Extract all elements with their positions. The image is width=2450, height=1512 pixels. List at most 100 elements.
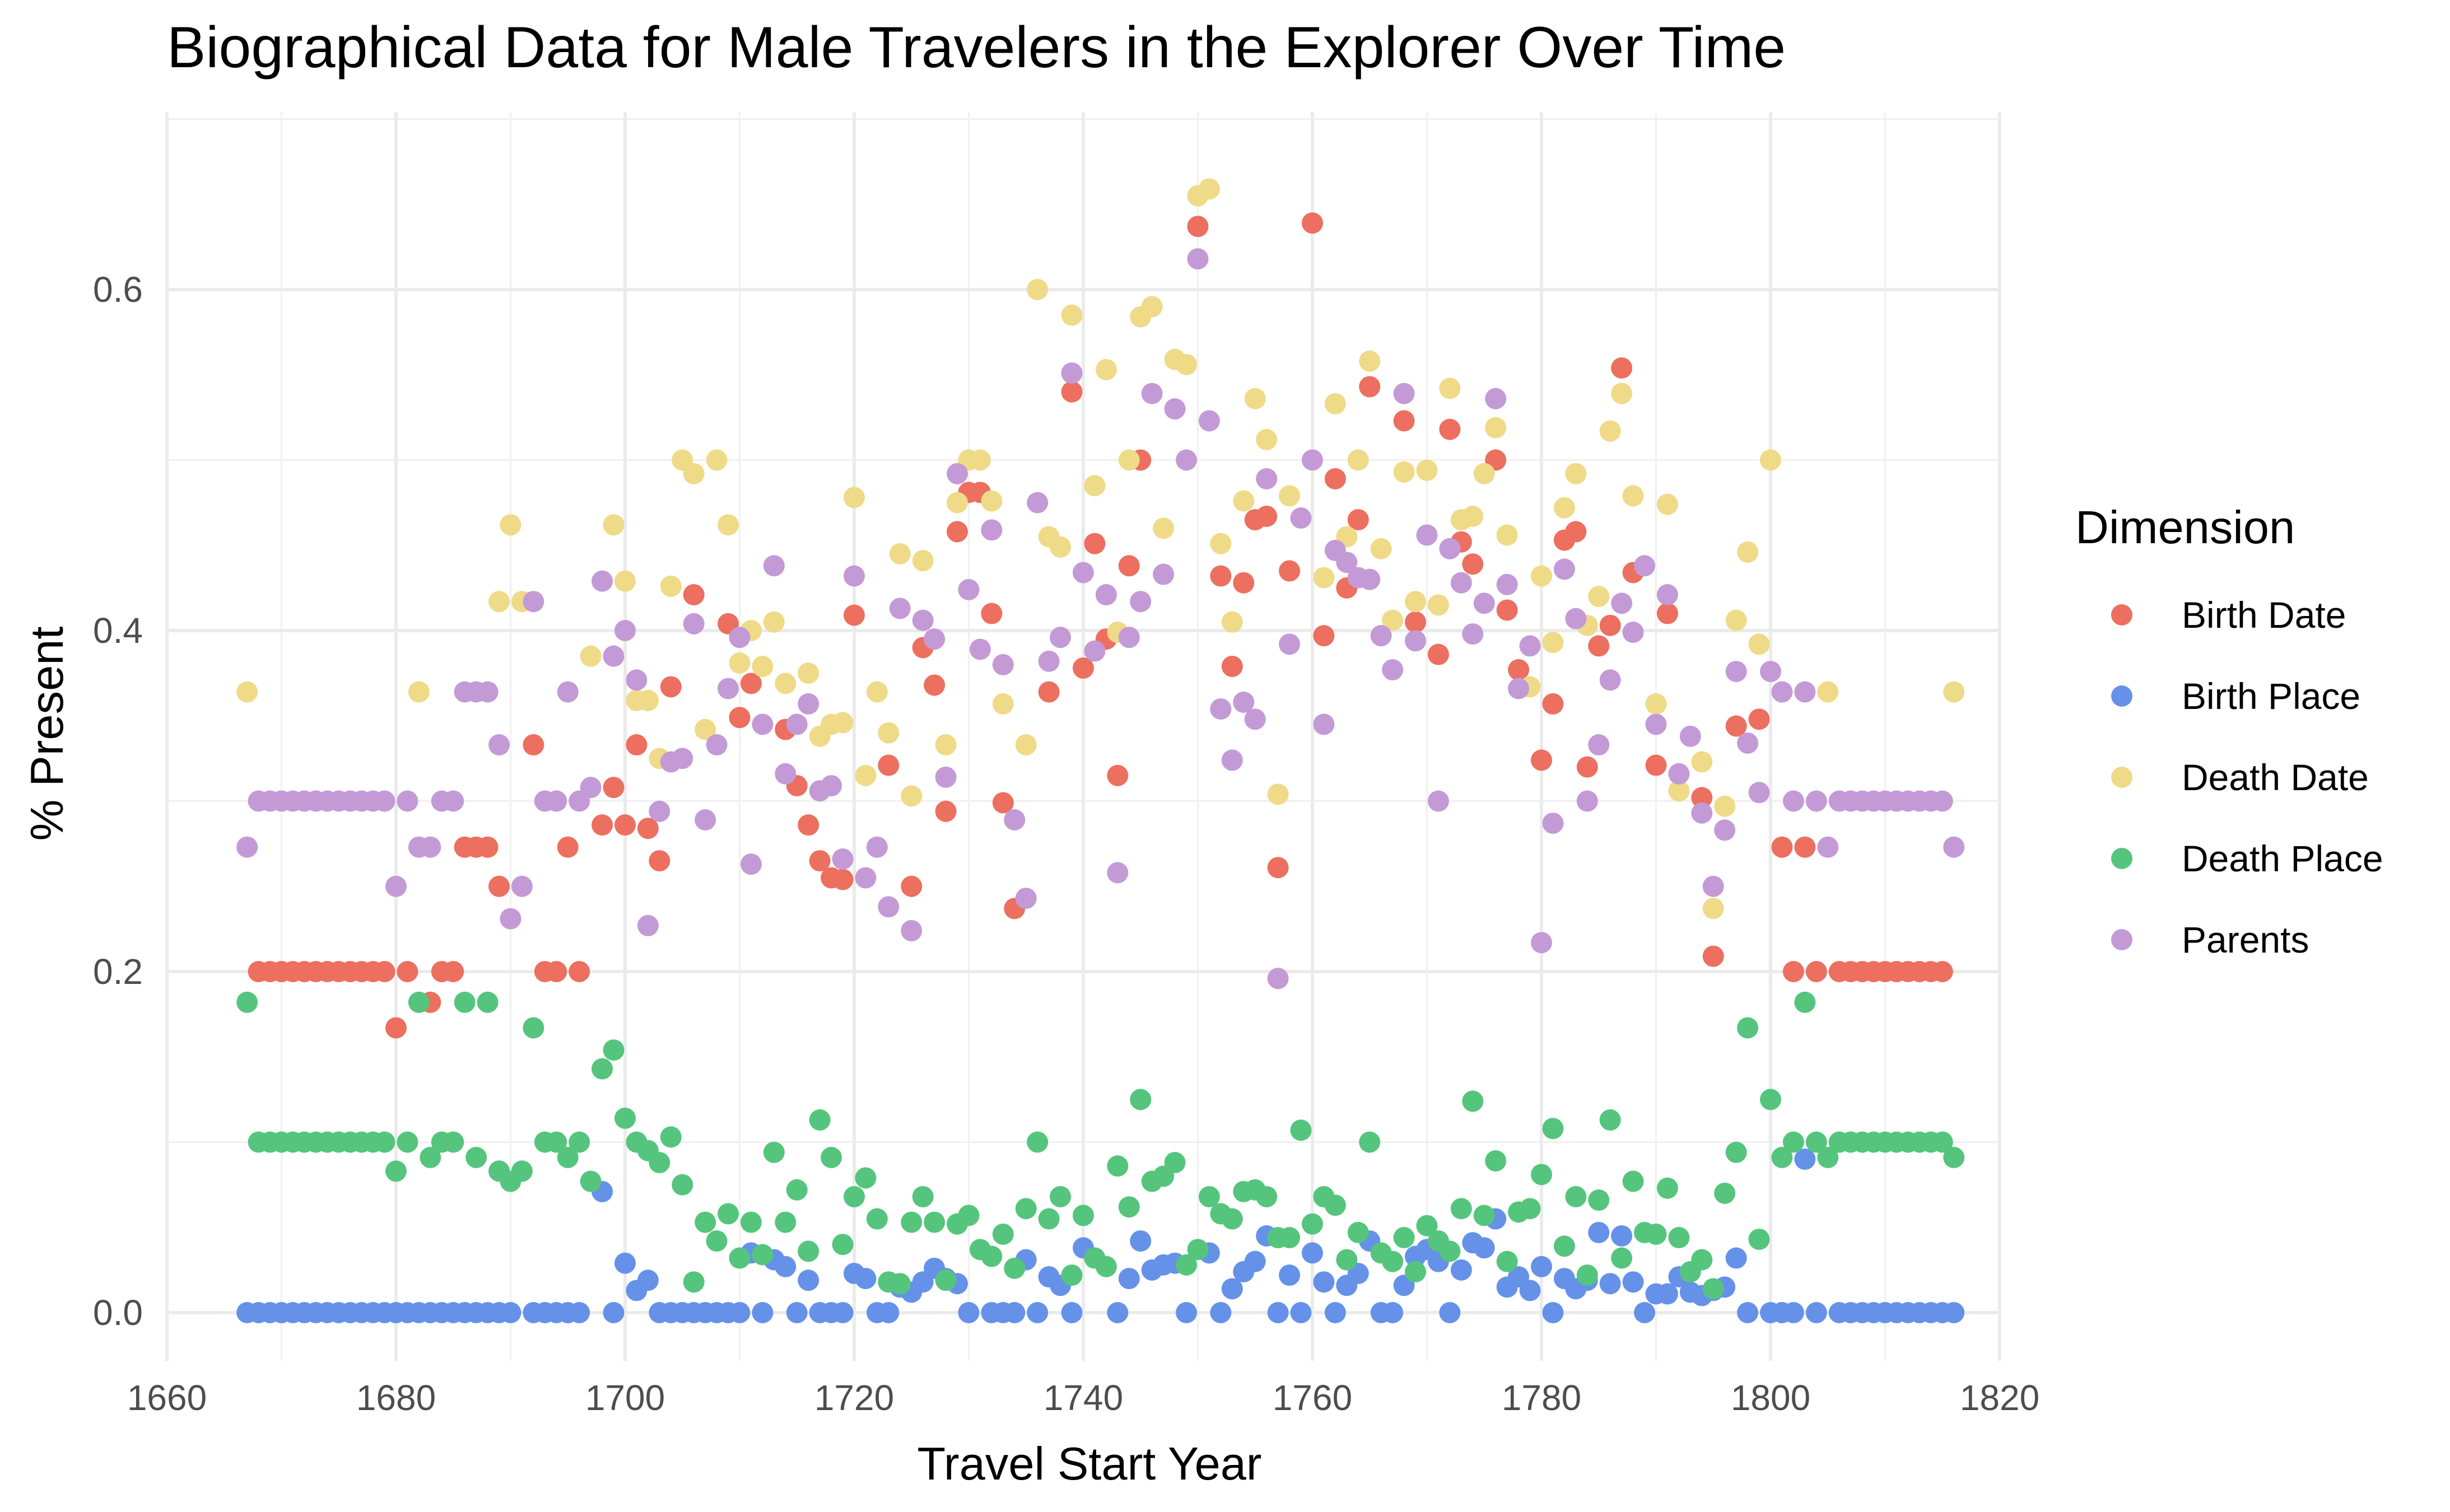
point-death-place (420, 1146, 441, 1168)
point-death-date (1256, 428, 1278, 450)
chart-title: Biographical Data for Male Travelers in … (167, 15, 1786, 80)
point-birth-place (1302, 1242, 1323, 1264)
point-death-date (1198, 178, 1220, 200)
point-parents (901, 920, 923, 941)
point-death-place (408, 991, 430, 1013)
point-death-date (1725, 609, 1747, 631)
point-parents (729, 627, 751, 648)
point-parents (1198, 410, 1220, 432)
point-birth-date (637, 818, 659, 839)
x-tick-label: 1680 (356, 1378, 436, 1418)
point-birth-place (1267, 1302, 1289, 1323)
point-death-date (1473, 463, 1495, 484)
y-axis-ticks: 0.0 0.2 0.4 0.6 (93, 269, 143, 1333)
point-birth-place (1531, 1256, 1552, 1277)
legend-key-parents (2111, 929, 2132, 950)
point-death-place (1645, 1223, 1667, 1245)
point-death-place (1805, 1131, 1827, 1153)
point-parents (626, 669, 648, 691)
point-death-place (1336, 1249, 1358, 1271)
point-death-place (1347, 1221, 1369, 1243)
point-death-date (1748, 633, 1770, 655)
point-death-place (385, 1160, 407, 1182)
point-death-place (1599, 1109, 1621, 1131)
point-birth-place (1599, 1273, 1621, 1295)
point-death-place (1095, 1256, 1117, 1277)
point-parents (866, 836, 888, 858)
point-birth-date (992, 792, 1014, 814)
point-birth-date (1302, 212, 1323, 234)
point-death-place (912, 1186, 934, 1207)
point-birth-place (1634, 1302, 1656, 1323)
point-birth-date (1267, 857, 1289, 879)
point-birth-date (1427, 643, 1449, 665)
point-birth-date (1805, 961, 1827, 982)
point-death-date (1656, 493, 1678, 515)
point-parents (832, 848, 854, 870)
point-death-place (901, 1211, 923, 1233)
point-parents (1473, 592, 1495, 614)
point-birth-date (477, 836, 499, 858)
point-parents (1187, 248, 1209, 270)
point-birth-date (569, 961, 590, 982)
point-death-place (1130, 1089, 1152, 1110)
point-parents (1405, 630, 1427, 652)
series-death-date (236, 178, 1965, 920)
point-death-date (1393, 461, 1415, 483)
point-death-date (1210, 533, 1232, 554)
point-parents (718, 678, 739, 699)
point-death-place (809, 1109, 831, 1131)
point-death-date (763, 611, 785, 633)
point-birth-date (1324, 468, 1346, 489)
point-parents (1290, 507, 1312, 529)
legend: Dimension Birth Date Birth Place Death Dat… (2075, 501, 2383, 960)
point-parents (924, 628, 945, 650)
point-birth-date (1576, 756, 1598, 778)
point-birth-date (591, 814, 613, 836)
point-parents (1118, 627, 1140, 648)
point-birth-date (1748, 708, 1770, 730)
point-death-date (500, 514, 521, 536)
point-birth-place (1244, 1250, 1266, 1272)
point-birth-date (1496, 599, 1518, 621)
point-parents (763, 555, 785, 577)
point-parents (1508, 678, 1530, 699)
point-parents (1279, 633, 1301, 655)
point-parents (1542, 813, 1564, 834)
point-birth-place (500, 1302, 521, 1323)
point-birth-place (1542, 1302, 1564, 1323)
point-birth-place (855, 1268, 877, 1290)
point-parents (614, 620, 636, 641)
point-parents (1095, 584, 1117, 606)
legend-item-death-date: Death Date (2111, 757, 2369, 798)
point-parents (1210, 698, 1232, 720)
point-death-place (1760, 1089, 1781, 1110)
point-death-place (695, 1211, 716, 1233)
point-birth-date (878, 754, 900, 776)
point-parents (591, 570, 613, 592)
point-death-place (1405, 1261, 1427, 1282)
point-birth-place (1210, 1302, 1232, 1323)
point-birth-place (1737, 1302, 1759, 1323)
point-death-place (924, 1211, 945, 1233)
point-birth-date (809, 850, 831, 872)
point-death-place (1485, 1150, 1507, 1172)
point-parents (752, 713, 774, 735)
point-death-place (683, 1271, 705, 1293)
point-death-place (477, 991, 499, 1013)
legend-key-birth-date (2111, 604, 2132, 626)
point-death-place (1553, 1235, 1575, 1257)
point-birth-place (752, 1302, 774, 1323)
point-parents (1794, 681, 1816, 703)
point-parents (1496, 573, 1518, 595)
point-parents (1760, 661, 1781, 683)
point-death-date (1027, 279, 1049, 300)
x-tick-label: 1820 (1960, 1378, 2039, 1418)
point-death-date (1485, 417, 1507, 438)
x-tick-label: 1720 (814, 1378, 894, 1418)
point-death-place (1221, 1208, 1243, 1230)
point-parents (580, 777, 602, 799)
point-death-date (1347, 449, 1369, 471)
point-death-date (580, 645, 602, 667)
